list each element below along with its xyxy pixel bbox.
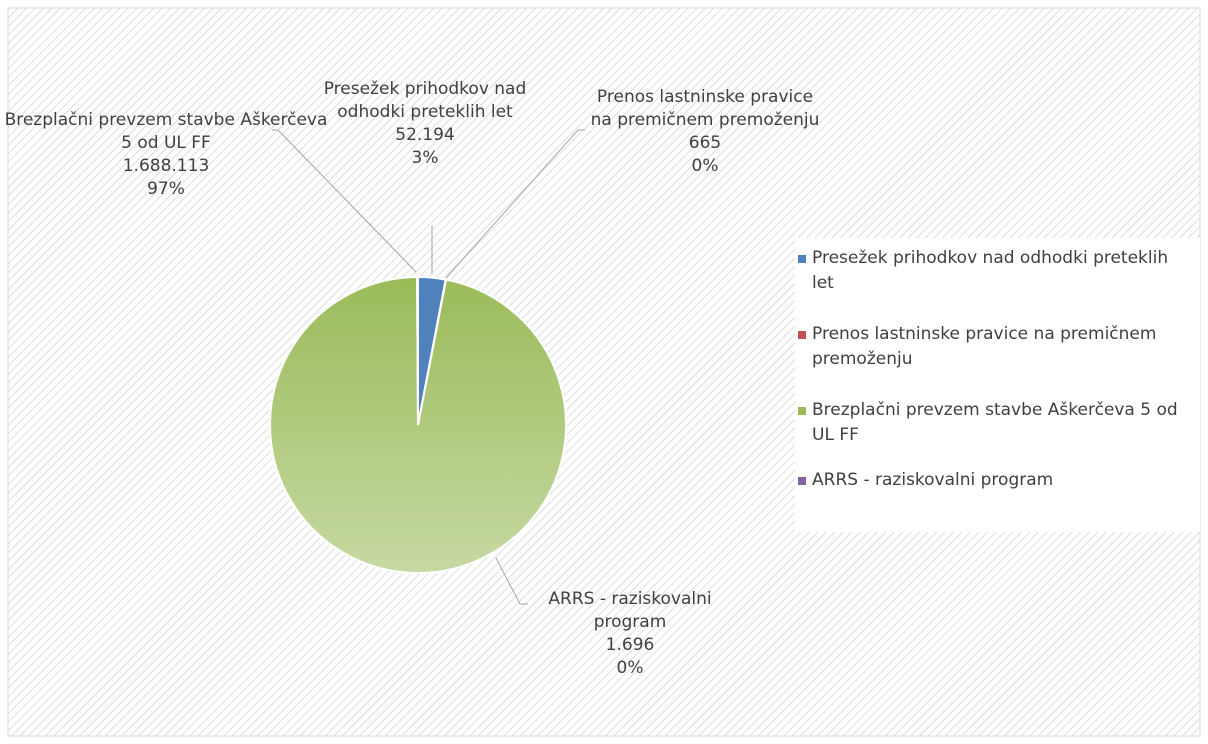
data-label: Presežek prihodkov nad odhodki preteklih… [315,78,535,170]
legend-label: Brezplačni prevzem stavbe Aškerčeva 5 od… [812,400,1178,445]
leader-line [445,129,585,279]
data-label-percent: 0% [691,156,719,176]
data-label: Brezplačni prevzem stavbe Aškerčeva 5 od… [2,109,330,201]
data-label-percent: 97% [147,179,185,199]
data-label-name: Prenos lastninske pravice na premičnem p… [590,87,820,130]
legend-swatch [798,255,806,263]
legend-swatch [798,407,806,415]
data-label: Prenos lastninske pravice na premičnem p… [590,86,820,178]
data-label-value: 52.194 [395,125,455,145]
data-label-value: 1.696 [605,635,655,655]
legend-box [795,238,1200,532]
legend-swatch [798,331,806,339]
legend-item: ARRS - raziskovalni program [798,468,1182,493]
leader-line [495,557,528,605]
data-label-percent: 0% [616,658,644,678]
legend-label: Presežek prihodkov nad odhodki preteklih… [812,248,1169,293]
pie [269,275,567,574]
legend-item: Presežek prihodkov nad odhodki preteklih… [798,246,1182,296]
pie-slice [416,275,419,426]
legend-label: Prenos lastninske pravice na premičnem p… [812,324,1157,369]
legend-swatch [798,477,806,485]
data-label-value: 1.688.113 [122,156,210,176]
leader-line [272,129,417,273]
legend-label: ARRS - raziskovalni program [812,470,1054,490]
data-label: ARRS - raziskovalni program 1.696 0% [510,588,750,680]
data-label-value: 665 [688,133,722,153]
data-label-percent: 3% [411,148,439,168]
data-label-name: Presežek prihodkov nad odhodki preteklih… [323,79,527,122]
data-label-name: ARRS - raziskovalni program [548,589,712,632]
legend-item: Prenos lastninske pravice na premičnem p… [798,322,1182,372]
legend-item: Brezplačni prevzem stavbe Aškerčeva 5 od… [798,398,1182,448]
data-label-name: Brezplačni prevzem stavbe Aškerčeva 5 od… [4,110,328,153]
